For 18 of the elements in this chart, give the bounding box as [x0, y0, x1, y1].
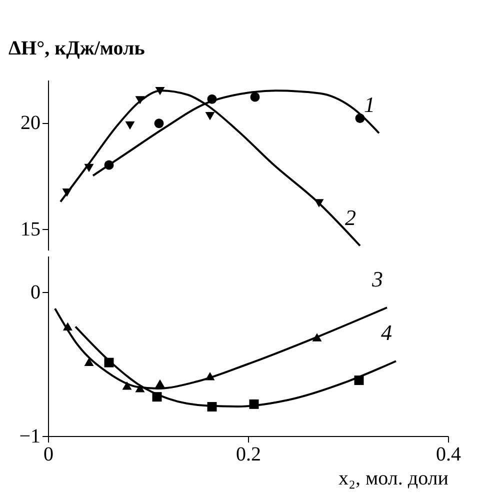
series-label: 3	[371, 266, 383, 292]
y-tick-label: 15	[20, 218, 40, 240]
point	[84, 358, 94, 366]
point	[250, 92, 260, 102]
y-tick-label: −1	[19, 426, 40, 448]
series-label: 2	[345, 204, 356, 230]
point	[155, 379, 165, 388]
x-axis-title: x₂, мол. доли	[338, 468, 449, 490]
y-axis-title: ΔH°, кДж/моль	[8, 38, 146, 60]
series-label: 4	[381, 320, 392, 346]
y-tick-label: 20	[20, 112, 40, 134]
x-tick-label: 0.4	[436, 444, 461, 466]
point	[125, 121, 135, 130]
point	[154, 118, 164, 128]
point	[205, 112, 215, 120]
series-label: 1	[364, 92, 375, 118]
x-tick-label: 0.2	[236, 444, 261, 466]
y-tick-label: 0	[30, 282, 40, 304]
